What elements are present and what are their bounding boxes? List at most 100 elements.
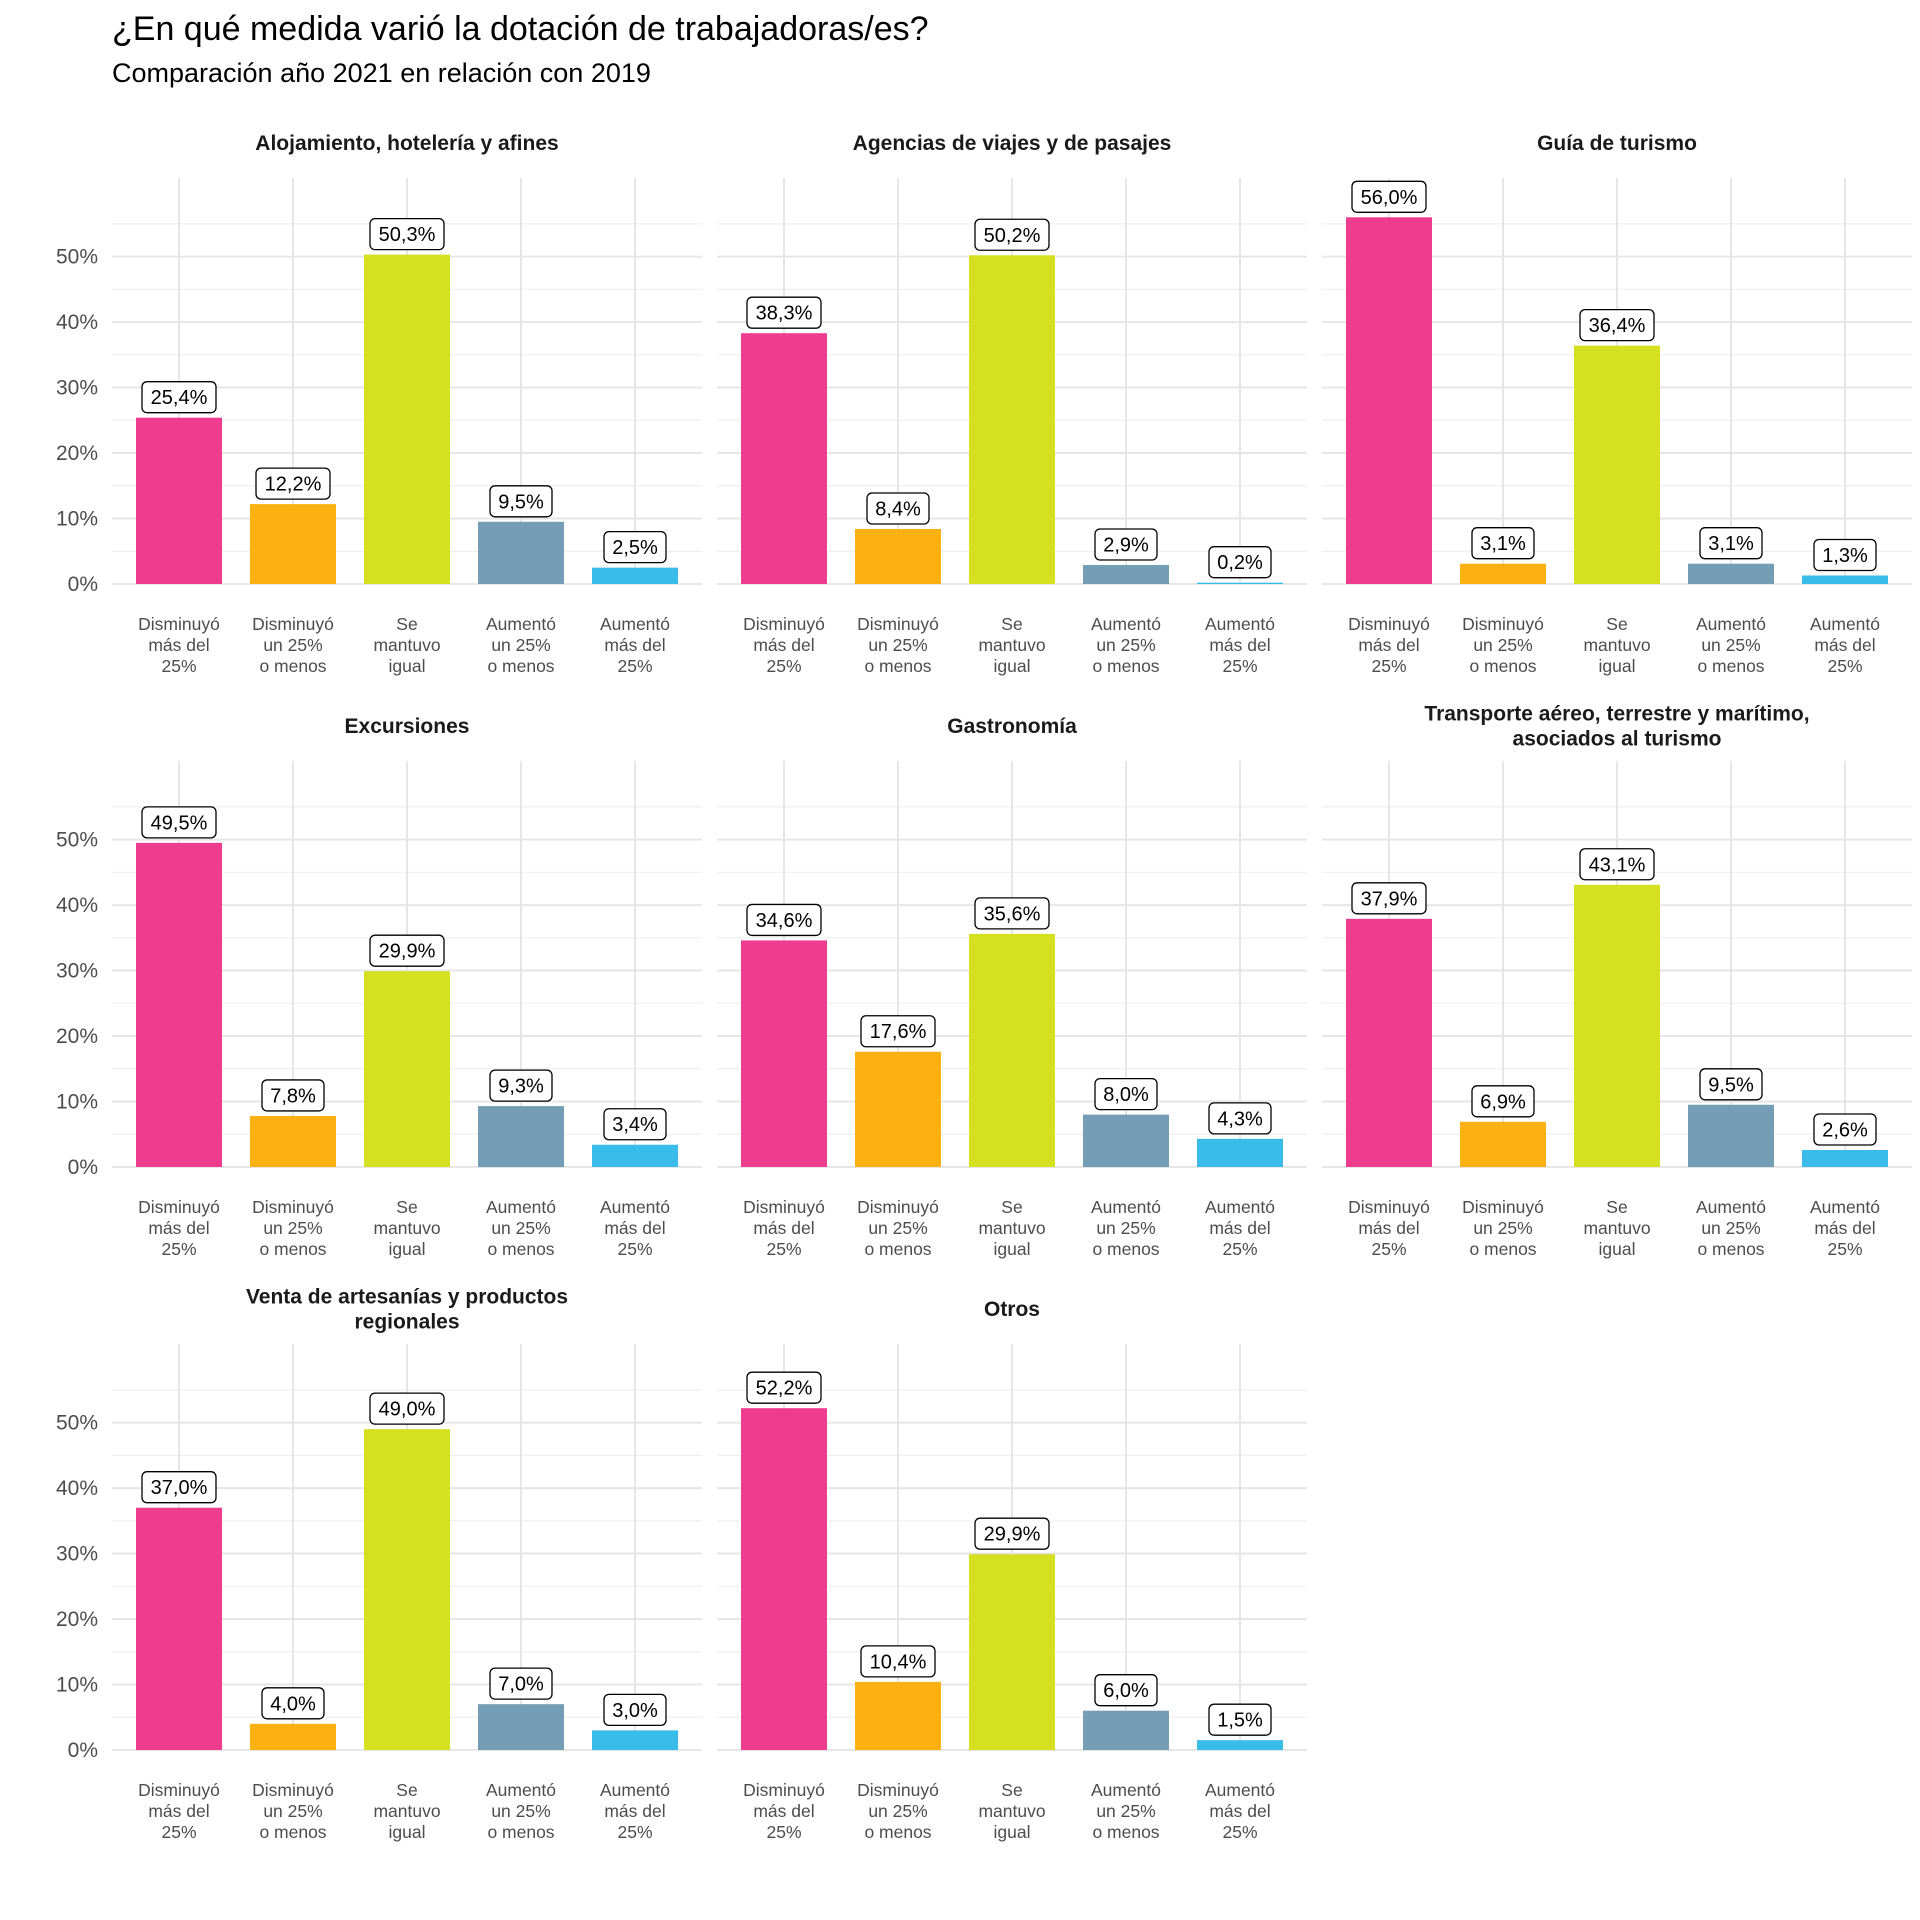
x-tick-label: 25% [1371,656,1406,676]
value-label: 1,3% [1822,545,1868,567]
y-tick-label: 50% [56,246,98,269]
x-tick-label: igual [1599,1239,1636,1259]
value-label-box [489,1667,553,1700]
bar [136,1507,222,1750]
y-tick-label: 30% [56,1543,98,1566]
x-tick-label: mantuvo [1583,635,1650,655]
x-tick-label: Aumentó [1091,1780,1161,1800]
x-tick-label: Aumentó [1205,614,1275,634]
x-tick-label: Se [1001,1197,1022,1217]
value-label-box [746,903,822,937]
x-tick-label: 25% [161,1822,196,1842]
bar [364,1429,450,1750]
value-label-box [261,1079,325,1112]
value-label: 3,4% [612,1114,658,1136]
x-tick-label: Disminuyó [252,1197,334,1217]
x-tick-label: un 25% [868,635,927,655]
value-label: 29,9% [379,941,436,963]
value-label: 8,4% [875,498,921,520]
value-label-box [369,934,445,967]
x-tick-label: un 25% [491,1801,550,1821]
x-tick-label: un 25% [868,1801,927,1821]
x-tick-label: o menos [1697,1239,1764,1259]
value-label-box [603,1108,667,1141]
value-label-box [1351,882,1427,915]
x-tick-label: 25% [161,656,196,676]
x-tick-label: Disminuyó [138,614,220,634]
value-label-box [1699,527,1763,560]
facet-title-transporte-aereo-terrestre-y-maritimo-asociados-al-turismo: asociados al turismo [1513,728,1722,751]
bar [741,1408,827,1750]
y-tick-label: 30% [56,377,98,400]
x-tick-label: más del [1209,1218,1270,1238]
x-tick-label: mantuvo [978,1218,1045,1238]
x-tick-label: más del [1814,635,1875,655]
value-label: 35,6% [984,903,1041,925]
value-label: 25,4% [151,387,208,409]
x-tick-label: más del [604,1801,665,1821]
value-label: 38,3% [756,303,813,325]
x-tick-label: un 25% [263,1801,322,1821]
facet-title-gastronomia: Gastronomía [947,715,1077,738]
x-tick-label: un 25% [1096,1801,1155,1821]
x-tick-label: Aumentó [1091,1197,1161,1217]
x-tick-label: Disminuyó [1462,1197,1544,1217]
x-tick-label: un 25% [1701,635,1760,655]
value-label-box [261,1687,325,1720]
value-label: 12,2% [265,474,322,496]
value-label: 2,9% [1103,535,1149,557]
value-label: 1,5% [1217,1710,1263,1732]
bar [1083,1710,1169,1750]
chart-title: ¿En qué medida varió la dotación de trab… [112,10,929,48]
x-tick-label: un 25% [1473,635,1532,655]
x-tick-label: un 25% [1096,635,1155,655]
value-label: 3,1% [1708,533,1754,555]
value-label-box [1094,1674,1158,1707]
x-tick-label: 25% [617,1822,652,1842]
x-tick-label: o menos [1092,656,1159,676]
bar [1460,563,1546,584]
y-tick-label: 0% [68,1739,98,1762]
x-tick-label: o menos [864,656,931,676]
bar [1346,217,1432,584]
value-label: 7,0% [498,1674,544,1696]
bar [1197,1740,1283,1750]
value-label: 6,0% [1103,1680,1149,1702]
value-label-box [255,467,331,500]
x-tick-label: Aumentó [600,1197,670,1217]
x-tick-label: o menos [1092,1822,1159,1842]
x-tick-label: más del [1358,635,1419,655]
x-tick-label: más del [1358,1218,1419,1238]
x-tick-label: Aumentó [486,1197,556,1217]
value-label-box [1579,308,1655,342]
x-tick-label: Disminuyó [1348,614,1430,634]
bar [1574,345,1660,584]
x-tick-label: un 25% [491,1218,550,1238]
x-tick-label: o menos [1092,1239,1159,1259]
y-tick-label: 0% [68,573,98,596]
value-label-box [860,1015,936,1048]
value-label: 9,5% [498,491,544,513]
x-tick-label: 25% [1371,1239,1406,1259]
x-tick-label: un 25% [263,1218,322,1238]
value-label: 6,9% [1480,1091,1526,1113]
value-label-box [1471,1085,1535,1118]
value-label-box [746,1371,822,1404]
x-tick-label: más del [1209,1801,1270,1821]
value-label-box [1813,538,1877,572]
x-tick-label: más del [753,1218,814,1238]
value-label-box [369,1392,445,1425]
facet-title-guia-de-turismo: Guía de turismo [1537,132,1697,155]
x-tick-label: 25% [1222,1239,1257,1259]
x-tick-label: Disminuyó [252,1780,334,1800]
value-label-box [141,381,217,414]
value-label: 29,9% [984,1524,1041,1546]
value-label: 49,5% [151,812,208,834]
value-label-box [1351,180,1427,213]
x-tick-label: un 25% [868,1218,927,1238]
x-tick-label: igual [1599,656,1636,676]
bar [1083,565,1169,584]
bar [1802,575,1888,584]
